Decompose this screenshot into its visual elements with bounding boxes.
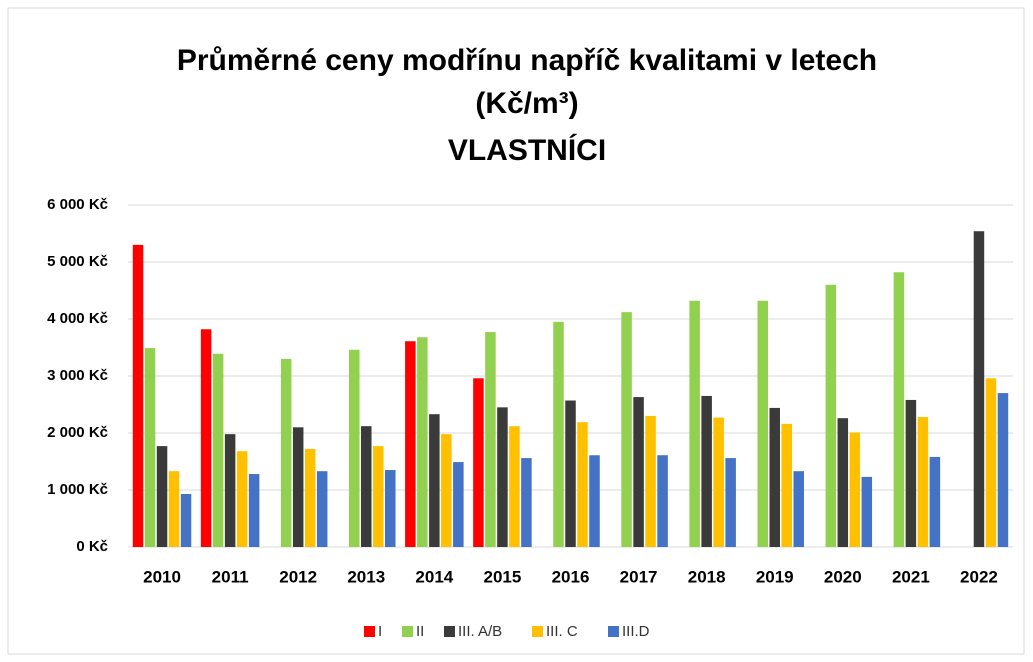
bar	[144, 348, 156, 547]
x-tick-label: 2019	[756, 567, 794, 586]
bar	[497, 407, 508, 547]
bar	[361, 426, 372, 547]
chart-title: (Kč/m³)	[475, 87, 578, 120]
bar	[633, 397, 644, 547]
bar	[725, 458, 736, 547]
legend-swatch	[608, 626, 619, 637]
bar	[509, 426, 520, 547]
x-tick-label: 2016	[552, 567, 590, 586]
bar	[985, 378, 997, 547]
bar	[689, 300, 700, 547]
legend-swatch	[444, 626, 455, 637]
bar	[441, 434, 452, 547]
bar	[248, 474, 260, 547]
bar	[929, 456, 941, 547]
y-tick-label: 2 000 Kč	[47, 424, 108, 441]
y-tick-label: 4 000 Kč	[47, 310, 108, 327]
bar	[713, 417, 724, 547]
bar	[280, 358, 292, 547]
bar	[168, 471, 180, 547]
bar	[757, 300, 768, 547]
bar	[553, 321, 564, 547]
bar	[973, 231, 985, 547]
legend-swatch	[364, 626, 375, 637]
bar	[316, 471, 328, 547]
bar	[180, 493, 192, 547]
bar	[224, 434, 236, 547]
bar	[304, 448, 316, 547]
x-tick-label: 2017	[620, 567, 658, 586]
bar	[429, 414, 440, 547]
bar	[825, 284, 837, 547]
x-tick-label: 2018	[688, 567, 726, 586]
bar	[769, 407, 780, 547]
bar	[781, 423, 792, 547]
chart-title: Průměrné ceny modřínu napříč kvalitami v…	[177, 44, 877, 77]
bar	[917, 417, 929, 547]
bar	[997, 393, 1009, 547]
bar	[793, 471, 804, 547]
bar	[837, 418, 849, 547]
bar	[385, 470, 396, 547]
bar	[373, 446, 384, 547]
bar	[132, 244, 144, 547]
bar	[577, 422, 588, 547]
bar	[621, 312, 632, 547]
bar	[485, 332, 496, 547]
bar	[292, 427, 304, 547]
legend-label: I	[378, 623, 382, 640]
legend-swatch	[402, 626, 413, 637]
legend-swatch	[532, 626, 543, 637]
chart-title: VLASTNÍCI	[448, 133, 606, 167]
y-tick-label: 1 000 Kč	[47, 481, 108, 498]
x-tick-label: 2015	[484, 567, 522, 586]
y-tick-label: 0 Kč	[76, 538, 108, 555]
x-tick-label: 2021	[892, 567, 930, 586]
bar	[521, 458, 532, 547]
x-tick-label: 2020	[824, 567, 862, 586]
x-tick-label: 2010	[143, 567, 181, 586]
bar	[200, 329, 212, 547]
bar	[236, 451, 248, 547]
bar	[861, 476, 873, 547]
bar	[565, 400, 576, 547]
legend-label: III. A/B	[458, 623, 502, 640]
y-tick-label: 6 000 Kč	[47, 196, 108, 213]
x-tick-label: 2013	[347, 567, 385, 586]
bar	[657, 455, 668, 547]
bar	[156, 446, 168, 547]
legend-label: III.D	[622, 623, 650, 640]
x-tick-label: 2022	[960, 567, 998, 586]
bar	[893, 272, 905, 547]
bar	[905, 399, 917, 547]
bar	[212, 353, 224, 547]
y-tick-label: 3 000 Kč	[47, 367, 108, 384]
bar	[349, 349, 360, 547]
legend-label: II	[416, 623, 424, 640]
x-tick-label: 2011	[212, 567, 249, 586]
bar	[417, 337, 428, 547]
bar	[405, 341, 416, 547]
bar	[701, 395, 712, 547]
y-tick-label: 5 000 Kč	[47, 253, 108, 270]
legend-label: III. C	[546, 623, 578, 640]
bar	[589, 455, 600, 547]
x-tick-label: 2012	[279, 567, 317, 586]
bar	[453, 462, 464, 547]
bar	[473, 378, 484, 547]
bar	[849, 432, 861, 547]
x-tick-label: 2014	[415, 567, 453, 586]
bar	[645, 415, 656, 547]
